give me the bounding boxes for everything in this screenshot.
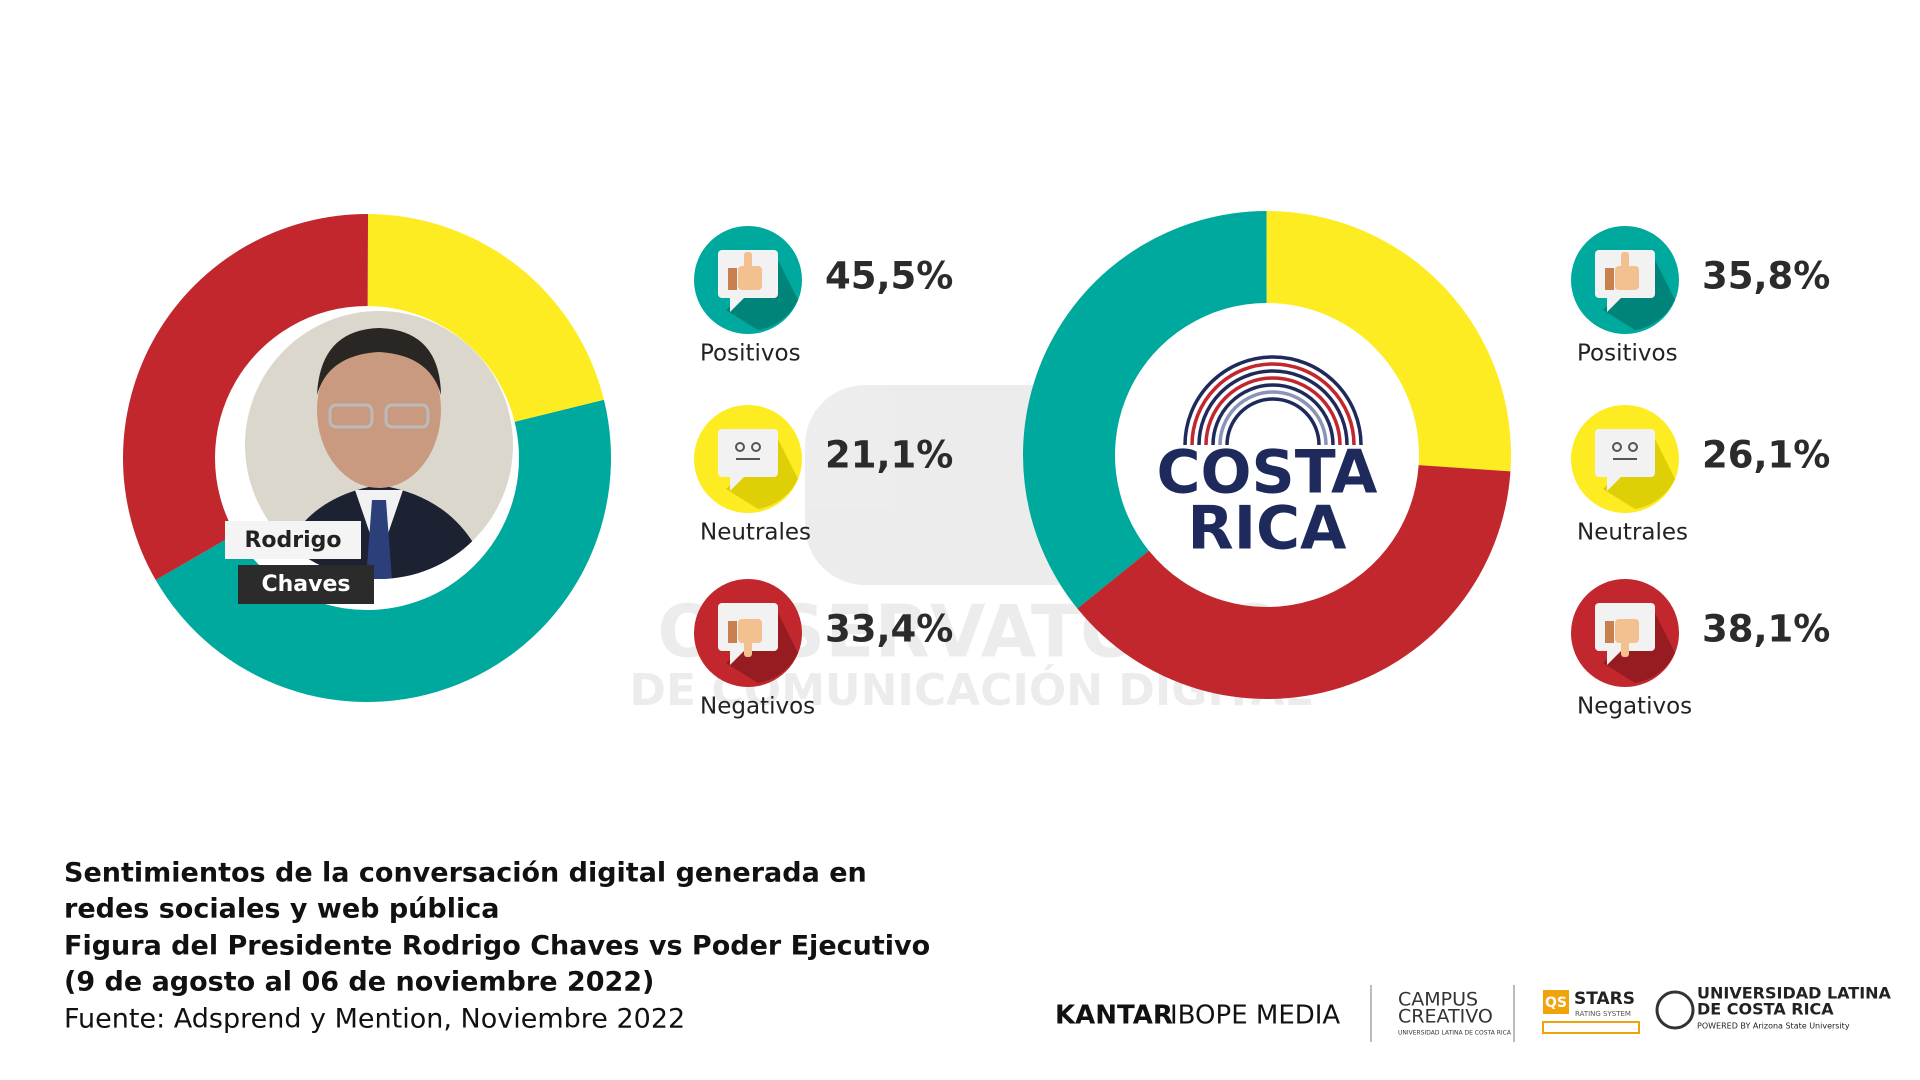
logo-arc <box>1211 383 1335 446</box>
legend-label: Neutrales <box>700 520 811 546</box>
name-first: Rodrigo <box>244 528 341 553</box>
donut-segment <box>1266 211 1512 472</box>
logo-arc <box>1190 362 1356 446</box>
icon-bubble-tail <box>1607 477 1621 491</box>
ulatina-logo: POWERED BY Arizona State University <box>1697 1022 1850 1031</box>
legend-icon <box>1571 226 1679 334</box>
legend-label: Negativos <box>700 694 815 720</box>
campus-logo: CREATIVO <box>1398 1006 1493 1028</box>
legend-label: Positivos <box>700 341 801 367</box>
ibope-logo: IBOPE MEDIA <box>1170 1001 1340 1031</box>
legend-icon <box>694 226 802 334</box>
kantar-logo: KANTAR <box>1055 1001 1173 1031</box>
photo-face <box>317 332 441 488</box>
icon-bubble-tail <box>730 651 744 665</box>
legend-icon <box>694 405 802 513</box>
qs-logo: STARS <box>1574 989 1635 1009</box>
logo-arc <box>1218 390 1328 446</box>
icon-eye <box>1612 442 1622 452</box>
legend-icon <box>694 579 802 687</box>
charts: 45,5% Positivos 21,1% Neutrales 33,4% Negativ… <box>123 211 1830 720</box>
icon-bubble <box>1595 429 1655 477</box>
legend-label: Negativos <box>1577 694 1692 720</box>
donut-segment <box>1077 465 1511 700</box>
caption-source: Fuente: Adsprend y Mention, Noviembre 20… <box>64 1004 685 1035</box>
legend-value: 35,8% <box>1702 255 1830 298</box>
caption-line: Figura del Presidente Rodrigo Chaves vs … <box>64 931 930 962</box>
icon-thumb <box>728 268 737 290</box>
icon-thumb <box>738 266 762 290</box>
logo-arc <box>1225 397 1321 446</box>
photo-glasses <box>384 403 430 429</box>
icon-eye <box>1628 442 1638 452</box>
icon-thumb <box>744 641 752 657</box>
icon-bubble-tail <box>730 477 744 491</box>
logo-arc <box>1183 355 1363 446</box>
caption-line: Sentimientos de la conversación digital … <box>64 858 867 889</box>
legend-value: 21,1% <box>825 434 953 477</box>
donut-segment <box>155 399 611 702</box>
caption-line: redes sociales y web pública <box>64 894 499 925</box>
icon-thumb <box>744 252 752 268</box>
legend-value: 26,1% <box>1702 434 1830 477</box>
donut-segment <box>367 214 604 422</box>
photo-hair <box>317 328 441 395</box>
icon-thumb <box>1621 252 1629 268</box>
icon-thumb <box>728 621 737 643</box>
qs-stars <box>1542 1021 1640 1034</box>
ulatina-logo: DE COSTA RICA <box>1697 1000 1834 1019</box>
donut-segment <box>1022 211 1267 609</box>
logo-text: RICA <box>1188 494 1348 564</box>
legend-label: Neutrales <box>1577 520 1688 546</box>
icon-bubble-tail <box>1607 651 1621 665</box>
legend-label: Positivos <box>1577 341 1678 367</box>
costa-rica-logo <box>1183 355 1363 446</box>
legend-value: 38,1% <box>1702 608 1830 651</box>
legend-icon <box>1571 579 1679 687</box>
logo-arc <box>1204 376 1342 446</box>
legend-value: 45,5% <box>825 255 953 298</box>
icon-thumb <box>1615 266 1639 290</box>
caption-line: (9 de agosto al 06 de noviembre 2022) <box>64 967 654 998</box>
campus-logo-small: UNIVERSIDAD LATINA DE COSTA RICA <box>1398 1030 1512 1037</box>
name-box-dark <box>238 565 374 604</box>
ulatina-logo: UNIVERSIDAD LATINA <box>1697 984 1892 1003</box>
name-last: Chaves <box>261 572 350 597</box>
logo-arc <box>1197 369 1349 446</box>
icon-thumb <box>1605 268 1614 290</box>
icon-thumb <box>1615 619 1639 643</box>
legend-icon <box>1571 405 1679 513</box>
legend-value: 33,4% <box>825 608 953 651</box>
icon-thumb <box>1605 621 1614 643</box>
name-box <box>225 521 361 559</box>
icon-bubble-tail <box>1607 298 1621 312</box>
donut-segment <box>123 214 369 580</box>
icon-eye <box>735 442 745 452</box>
icon-thumb <box>1621 641 1629 657</box>
qs-logo: QS <box>1545 995 1567 1011</box>
photo-glasses <box>328 403 374 429</box>
icon-thumb <box>738 619 762 643</box>
photo-tie <box>366 500 392 579</box>
campus-logo: CAMPUS <box>1398 989 1478 1011</box>
icon-bubble-tail <box>730 298 744 312</box>
logo-text: COSTA <box>1157 438 1379 508</box>
qs-badge <box>1543 990 1569 1014</box>
globe-icon <box>1655 990 1695 1030</box>
qs-logo: RATING SYSTEM <box>1575 1010 1631 1018</box>
icon-bubble <box>718 429 778 477</box>
icon-eye <box>751 442 761 452</box>
